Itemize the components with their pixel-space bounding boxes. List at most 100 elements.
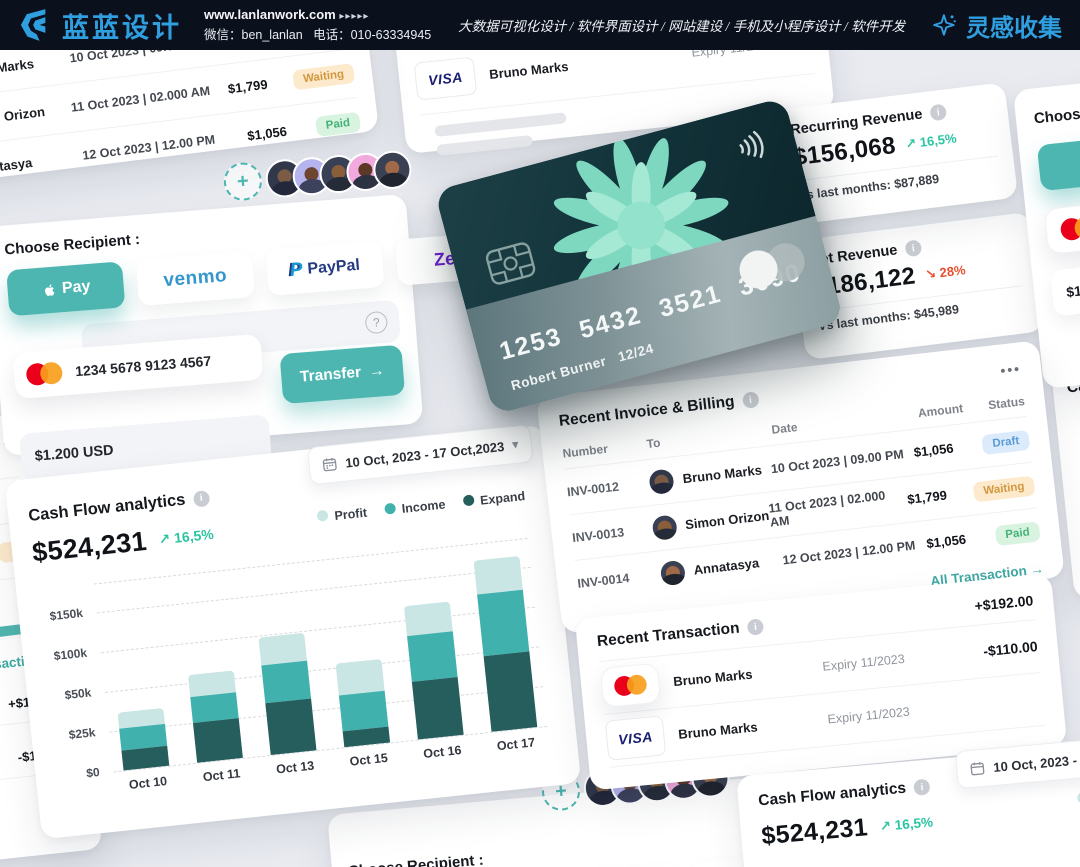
recipient-name: Bruno Marks [0,55,35,81]
brand-name: 蓝蓝设计 [62,12,182,43]
amount-input[interactable]: $1.200 USD [1049,253,1080,317]
choose-recipient-label: Choose Recipient : [1033,96,1080,128]
paypal-label: PayPal [306,256,361,278]
menu-dots-button[interactable]: ••• [999,360,1022,379]
add-recipient-button[interactable]: + [222,161,264,203]
bar-oct-13[interactable] [258,632,317,756]
card-expiry: Expiry 11/2023 [826,704,911,727]
apple-pay-button[interactable] [1036,129,1080,192]
arrows-icon: ▸▸▸▸▸ [339,11,370,22]
website-link[interactable]: www.lanlanwork.com [204,7,336,22]
invoice-date: 10 Oct 2023 | 09.00 PM [770,446,905,476]
cashflow-value: $524,231 [760,813,869,851]
chart-y-axis: $0 $25k $50k $100k $150k [48,605,101,781]
venmo-button[interactable]: venmo [135,251,255,307]
bar-oct-17[interactable] [473,555,538,732]
transaction-amount: +$192.00 [973,592,1034,614]
info-icon[interactable]: i [904,239,923,258]
info-icon[interactable]: i [192,489,211,508]
visa-badge: VISA [413,56,478,101]
card-title: Recent Transaction [596,619,741,651]
inspiration-collect[interactable]: 灵感收集 [932,8,1062,43]
trend-up-icon: ↗ [157,530,172,548]
invoice-number: INV-0012 [566,479,620,499]
date-range-value: 10 Oct, 2023 - 17 Oct,2023 [992,746,1080,775]
amount-value: $1.200 USD [34,442,115,465]
cashflow-value: $524,231 [30,525,149,568]
invoice-date: 12 Oct 2023 | 12.00 PM [781,537,917,567]
avatar [658,558,688,587]
card-number-field[interactable]: 1234 5678 9123 4567 [12,333,264,400]
mastercard-icon [25,360,64,387]
date-range-picker[interactable]: 10 Oct, 2023 - 17 Oct,2023 [954,732,1080,790]
recipient-name: Bruno Marks [681,462,763,487]
chevron-down-icon: ▾ [511,436,520,453]
invoice-amount: $1,056 [925,531,967,552]
venmo-label: venmo [162,265,228,292]
date-range-value: 10 Oct, 2023 - 17 Oct,2023 [344,438,505,471]
invoice-number: INV-0013 [571,524,625,545]
info-icon[interactable]: i [746,618,765,636]
credit-card: 1253 5432 3521 3090 Robert Burner 12/24 [434,97,844,415]
amount-value: $1.200 USD [1065,276,1080,301]
skeleton-line [436,134,533,156]
transfer-button[interactable]: Transfer → [279,344,406,405]
cashflow-card: 10 Oct, 2023 - 17 Oct,2023 ▾ Cash Flow a… [4,424,582,840]
status-badge: Paid [994,520,1041,546]
info-icon[interactable]: i [913,778,931,796]
column-number: Number [561,441,609,461]
apple-icon [45,284,55,296]
stat-value: $156,068 [792,131,898,172]
contactless-icon [739,130,764,159]
invoice-number: INV-0014 [576,570,631,591]
lanlan-logo-icon [20,9,46,41]
brand[interactable]: 蓝蓝设计 [18,6,182,45]
invoice-date: 12 Oct 2023 | 12.00 PM [81,132,216,163]
card-number-value: 1234 5678 9123 4567 [74,352,212,380]
bar-oct-11[interactable] [187,670,243,763]
help-icon[interactable]: ? [364,310,389,335]
recipient-name: Simon Orizon [684,507,771,533]
card-title: Cash Flow analytics [27,490,187,525]
apple-pay-label: Pay [61,277,92,298]
cashflow-mini-card: 10 Oct, 2023 - 17 Oct,2023 Cash Flow ana… [736,732,1080,867]
recipient-name: Annatasya [692,555,760,578]
bar-oct-16[interactable] [403,601,464,740]
site-header: 蓝蓝设计 www.lanlanwork.com ▸▸▸▸▸ 微信：ben_lan… [0,0,1080,50]
card-title: Recent Invoice & Billing [558,392,736,430]
trend-up-icon: ↗ [879,817,892,834]
arrow-right-icon: → [368,362,386,381]
avatar [647,466,677,496]
status-badge: Waiting [972,475,1036,502]
services-list: 大数据可视化设计 / 软件界面设计 / 网站建设 / 手机及小程序设计 / 软件… [458,19,906,34]
paypal-button[interactable]: P PayPal [265,240,385,296]
invoice-amount: $1,056 [246,123,288,143]
choose-recipient-label: Choose Recipient : [347,851,485,867]
chip-icon [485,242,536,285]
card-number-field[interactable] [1043,192,1080,255]
phone-contact: 电话：010-63334945 [313,28,432,42]
visa-badge: VISA [604,715,667,761]
recipient-name: Simon Orizon [0,103,46,129]
bar-oct-15[interactable] [335,658,391,748]
cardholder-name: Bruno Marks [488,58,570,82]
sparkle-icon [933,14,956,36]
apple-pay-button[interactable]: Pay [6,261,126,317]
chart-plot [93,535,548,773]
invoice-amount: $1,799 [227,76,269,96]
calendar-icon [322,457,337,472]
mastercard-icon [1059,215,1080,242]
invoice-date: 11 Oct 2023 | 02.000 AM [767,488,886,530]
choose-recipient-card: Choose Recipient : Pay venmo P PayPal Ze… [0,193,515,482]
info-icon[interactable]: i [741,391,760,409]
cashflow-chart: $0 $25k $50k $100k $150k Oct 10 Oct 11 Oct 13 O… [36,534,558,807]
bar-oct-10[interactable] [117,707,170,771]
info-icon[interactable]: i [929,103,948,122]
date-range-picker[interactable]: 10 Oct, 2023 - 17 Oct,2023 ▾ [306,424,534,486]
trend-up-icon: ↗ [904,135,918,152]
cardholder-name: Bruno Marks [677,718,759,742]
status-badge: Waiting [292,63,356,91]
paypal-icon: P [289,259,304,282]
status-badge: Draft [981,429,1031,455]
